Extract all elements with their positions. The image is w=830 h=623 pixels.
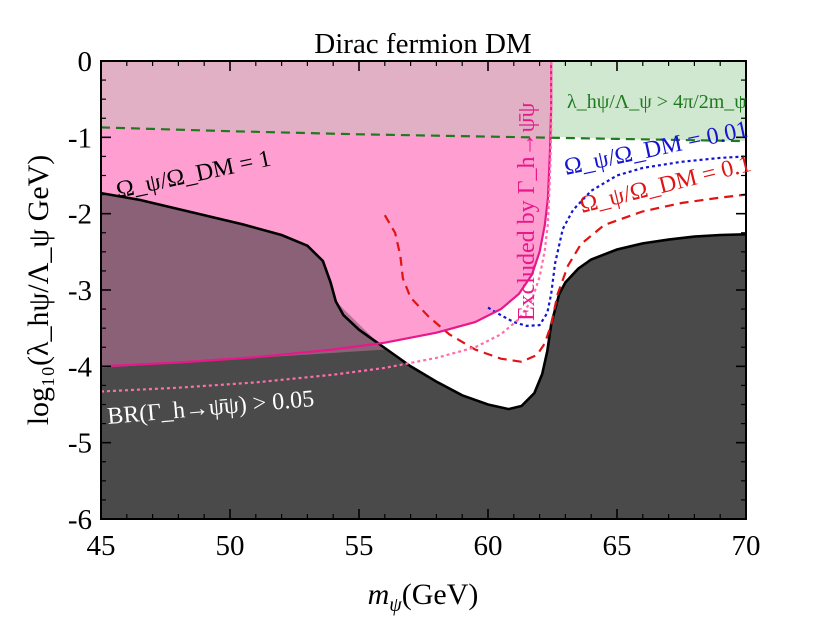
y-tick-label: -5 [68,428,92,460]
x-tick-label: 70 [732,530,761,562]
region-overlap-dark [101,193,385,368]
y-tick-label: -2 [68,199,92,231]
x-axis-symbol: m [368,578,390,611]
x-axis-title: mψ(GeV) [368,578,479,616]
y-axis-title: log₁₀(λ_hψ/Λ_ψ GeV) [22,155,55,426]
y-tick-label: 0 [78,46,93,78]
region-perturbativity [551,61,746,142]
curve-relic_abundance_1 [101,191,746,411]
x-tick-label: 60 [474,530,503,562]
x-tick-label: 55 [345,530,374,562]
chart-title: Dirac fermion DM [314,28,531,60]
x-axis-unit: (GeV) [402,578,479,611]
curve-relic_abundance_0.1 [383,193,746,363]
annotation-perturbativity: λ_hψ/Λ_ψ > 4π/2m_ψ [567,91,747,113]
y-tick-label: -1 [68,122,92,154]
curve-branching_ratio_bound [101,61,553,393]
curves [101,61,746,411]
curve-higgs_width_bound [101,61,553,368]
x-axis-subscript: ψ [389,594,402,616]
x-tick-label: 65 [603,530,632,562]
excluded-regions [101,61,746,519]
y-tick-label: -3 [68,275,92,307]
y-tick-label: -4 [68,351,93,383]
curve-perturbativity_bound [101,126,746,143]
curve-relic_abundance_0.01 [487,155,746,328]
axis-ticks: 45 50 55 60 65 70 0 -1 -2 -3 -4 -5 -6 [68,46,761,562]
annotation-width-excluded: Excluded by Γ_h→ψ̄ψ [514,102,540,321]
y-tick-label: -6 [68,504,92,536]
region-overlap [101,61,552,137]
x-tick-label: 50 [216,530,245,562]
x-tick-label: 45 [87,530,116,562]
